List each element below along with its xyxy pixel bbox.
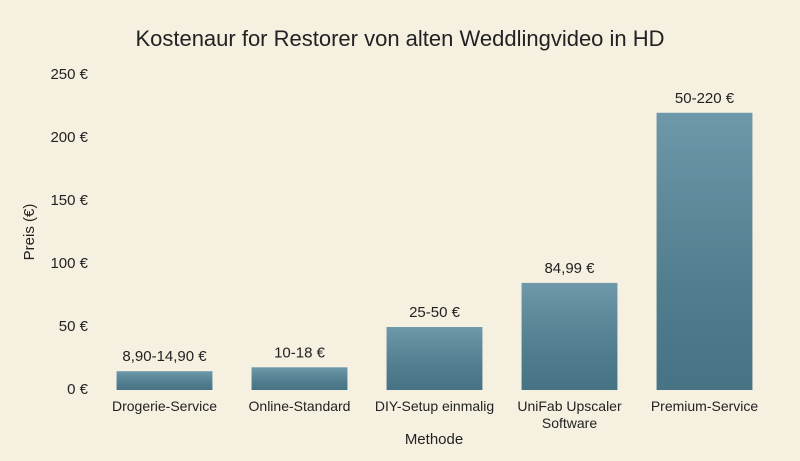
- x-tick-label: DIY-Setup einmalig: [374, 398, 495, 414]
- value-label: 8,90-14,90 €: [122, 348, 207, 365]
- x-tick-label: Premium-Service: [650, 398, 759, 414]
- y-tick-label: 100 €: [50, 255, 88, 272]
- value-label: 50-220 €: [675, 90, 735, 107]
- x-tick-label: Online-Standard: [248, 398, 351, 414]
- x-axis-label: Methode: [405, 431, 463, 448]
- y-tick-label: 250 €: [50, 66, 88, 83]
- y-tick-label: 0 €: [67, 381, 89, 398]
- value-label: 25-50 €: [409, 304, 461, 321]
- bar-shade: [521, 282, 618, 390]
- bar-shade: [116, 371, 213, 390]
- bar-shade: [656, 112, 753, 391]
- y-tick-label: 50 €: [59, 318, 89, 335]
- bar-shade: [386, 327, 483, 390]
- y-axis-label: Preis (€): [21, 204, 38, 261]
- x-tick-label: UniFab Upscaler Software: [517, 398, 622, 431]
- bar-shade: [251, 367, 348, 390]
- x-tick-label: Drogerie-Service: [111, 398, 218, 414]
- chart-title: Kostenaur for Restorer von alten Weddlin…: [135, 26, 664, 51]
- value-label: 10-18 €: [274, 344, 326, 361]
- y-tick-label: 200 €: [50, 129, 88, 146]
- value-label: 84,99 €: [544, 260, 595, 277]
- y-tick-label: 150 €: [50, 192, 88, 209]
